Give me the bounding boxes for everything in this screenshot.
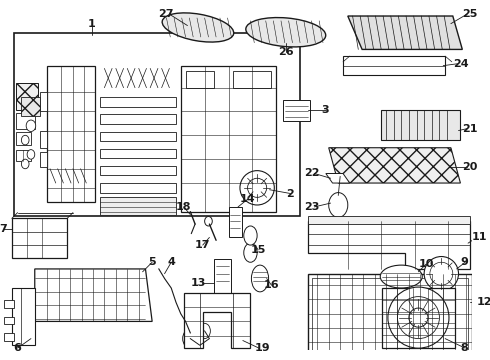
Ellipse shape xyxy=(388,287,449,348)
Polygon shape xyxy=(308,216,470,224)
Polygon shape xyxy=(4,317,14,324)
Ellipse shape xyxy=(162,13,234,42)
Polygon shape xyxy=(41,131,47,148)
Polygon shape xyxy=(16,83,38,109)
Ellipse shape xyxy=(22,135,29,145)
Text: 23: 23 xyxy=(304,202,319,212)
Text: 24: 24 xyxy=(453,59,468,69)
Ellipse shape xyxy=(244,226,257,245)
Bar xyxy=(99,149,176,158)
Ellipse shape xyxy=(205,216,212,226)
Text: 17: 17 xyxy=(195,240,211,250)
Text: 25: 25 xyxy=(463,9,478,19)
Text: 15: 15 xyxy=(250,245,266,255)
Text: 16: 16 xyxy=(264,280,279,290)
Text: 18: 18 xyxy=(176,202,192,212)
Ellipse shape xyxy=(22,159,29,169)
Text: 27: 27 xyxy=(159,9,174,19)
Ellipse shape xyxy=(26,120,36,131)
Polygon shape xyxy=(381,109,461,140)
Polygon shape xyxy=(41,93,47,112)
Bar xyxy=(99,97,176,107)
Bar xyxy=(12,219,67,258)
Text: 2: 2 xyxy=(286,189,294,199)
Bar xyxy=(214,260,231,293)
Text: 5: 5 xyxy=(148,257,156,267)
Text: 20: 20 xyxy=(463,162,478,172)
Polygon shape xyxy=(326,174,350,183)
Bar xyxy=(312,278,468,360)
Ellipse shape xyxy=(244,243,257,262)
Bar xyxy=(308,274,472,360)
Text: 11: 11 xyxy=(472,233,488,242)
Ellipse shape xyxy=(27,150,35,159)
Polygon shape xyxy=(329,148,461,183)
Text: 13: 13 xyxy=(191,278,207,288)
Polygon shape xyxy=(233,71,271,87)
Ellipse shape xyxy=(380,265,422,288)
Polygon shape xyxy=(16,132,31,145)
Polygon shape xyxy=(22,97,41,116)
Bar xyxy=(283,100,310,121)
Ellipse shape xyxy=(183,329,198,348)
Polygon shape xyxy=(348,16,463,49)
Polygon shape xyxy=(186,71,214,87)
Text: 9: 9 xyxy=(461,257,468,267)
Bar xyxy=(99,183,176,193)
Ellipse shape xyxy=(247,178,267,197)
Polygon shape xyxy=(308,221,470,269)
Ellipse shape xyxy=(246,18,326,47)
Text: 7: 7 xyxy=(0,224,7,234)
Ellipse shape xyxy=(329,193,348,217)
Bar xyxy=(99,166,176,175)
Polygon shape xyxy=(184,293,250,348)
Text: 22: 22 xyxy=(304,168,319,179)
Polygon shape xyxy=(35,269,152,321)
Polygon shape xyxy=(47,66,95,202)
Polygon shape xyxy=(343,56,445,75)
Ellipse shape xyxy=(430,262,453,285)
Text: 10: 10 xyxy=(418,259,434,269)
Ellipse shape xyxy=(424,257,459,291)
Text: 4: 4 xyxy=(167,257,175,267)
Polygon shape xyxy=(16,113,35,129)
Ellipse shape xyxy=(251,265,269,292)
Ellipse shape xyxy=(240,171,274,205)
Text: 19: 19 xyxy=(254,343,270,353)
Polygon shape xyxy=(12,288,35,345)
Bar xyxy=(99,197,176,215)
Polygon shape xyxy=(41,152,47,167)
Polygon shape xyxy=(382,288,455,348)
Text: 14: 14 xyxy=(240,194,255,204)
Ellipse shape xyxy=(199,323,210,339)
Text: 21: 21 xyxy=(463,123,478,134)
Text: 8: 8 xyxy=(461,343,468,353)
Text: 6: 6 xyxy=(14,343,22,353)
Polygon shape xyxy=(16,150,31,161)
Text: 3: 3 xyxy=(321,104,329,114)
Polygon shape xyxy=(4,333,14,341)
Polygon shape xyxy=(4,301,14,308)
Bar xyxy=(99,131,176,141)
Text: 12: 12 xyxy=(477,297,490,307)
Polygon shape xyxy=(181,66,276,212)
Bar xyxy=(14,33,300,216)
Ellipse shape xyxy=(397,297,440,339)
Bar xyxy=(99,114,176,124)
Text: 26: 26 xyxy=(278,47,294,57)
Ellipse shape xyxy=(409,308,428,327)
Bar xyxy=(228,207,242,238)
Text: 1: 1 xyxy=(88,19,96,29)
